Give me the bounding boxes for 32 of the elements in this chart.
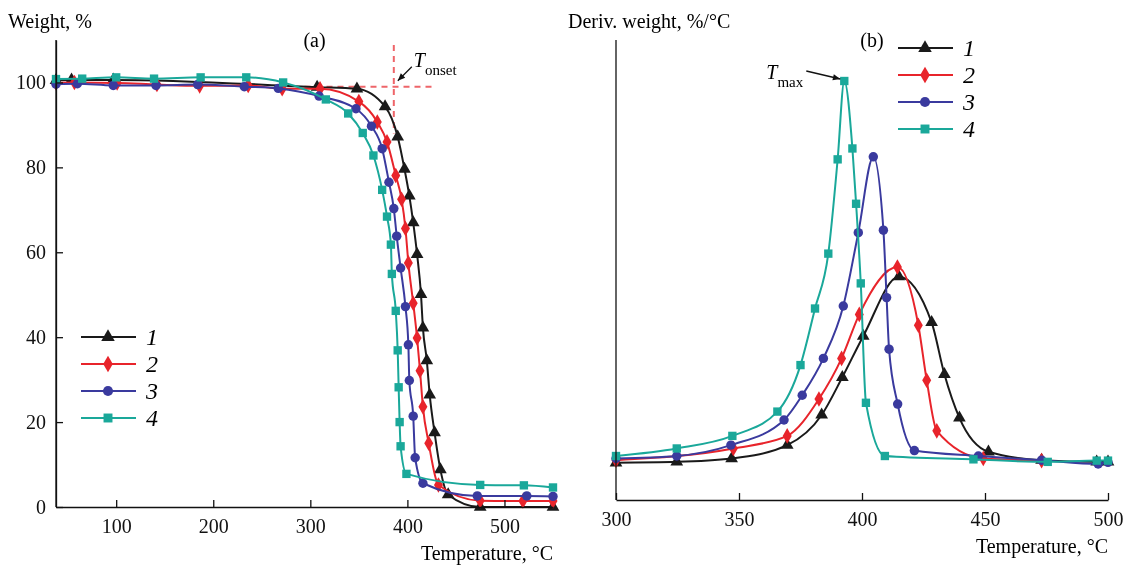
y-tick-label: 0 xyxy=(36,495,46,518)
y-tick-label: 100 xyxy=(16,71,46,94)
y-tick-label: 80 xyxy=(26,156,46,179)
x-tick-label: 500 xyxy=(489,515,520,538)
x-tick-label: 300 xyxy=(601,508,632,531)
x-axis-title: Temperature, °C xyxy=(975,535,1108,558)
chart-title: (b) xyxy=(860,29,884,52)
x-tick-label: 300 xyxy=(295,515,326,538)
legend-label: 2 xyxy=(963,62,975,88)
x-tick-label: 350 xyxy=(724,508,755,531)
legend-label: 1 xyxy=(963,35,975,61)
y-axis-title: Deriv. weight, %/°C xyxy=(568,10,731,33)
y-tick-label: 40 xyxy=(26,326,46,349)
x-tick-label: 450 xyxy=(970,508,1001,531)
legend-label: 3 xyxy=(145,378,158,404)
legend-label: 1 xyxy=(146,324,158,350)
x-tick-label: 500 xyxy=(1093,508,1124,531)
legend-label: 3 xyxy=(962,89,975,115)
x-axis-title: Temperature, °C xyxy=(420,542,553,565)
annotation: T$_{max}$ xyxy=(766,61,804,90)
y-tick-label: 20 xyxy=(26,410,46,433)
x-tick-label: 400 xyxy=(847,508,878,531)
x-tick-label: 200 xyxy=(198,515,229,538)
legend-label: 4 xyxy=(146,405,158,431)
chart-title: (a) xyxy=(303,29,326,52)
legend-label: 4 xyxy=(963,116,975,142)
x-tick-label: 400 xyxy=(392,515,423,538)
annotation: T$_{onset}$ xyxy=(413,48,458,78)
legend-label: 2 xyxy=(146,351,158,377)
y-tick-label: 60 xyxy=(26,241,46,264)
x-tick-label: 100 xyxy=(101,515,132,538)
y-axis-title: Weight, % xyxy=(8,10,92,33)
